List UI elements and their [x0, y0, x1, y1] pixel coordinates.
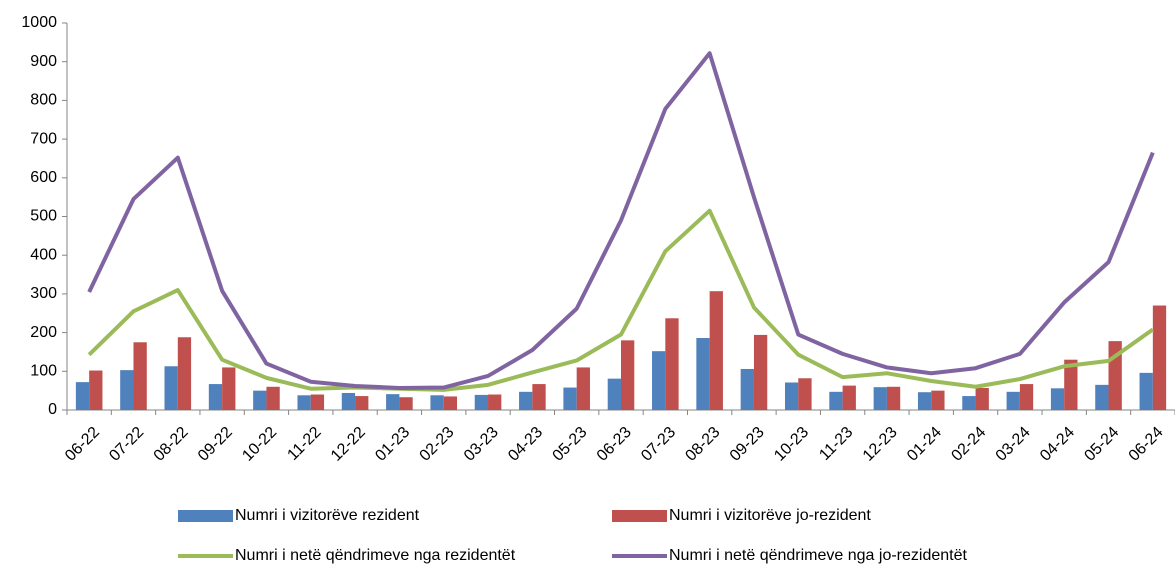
- bar: [696, 338, 710, 410]
- y-tick-label: 500: [30, 208, 57, 225]
- x-tick-label: 02-24: [948, 424, 989, 465]
- bar: [443, 396, 458, 410]
- bar: [89, 370, 103, 410]
- y-tick-label: 100: [30, 363, 57, 380]
- y-tick-label: 200: [30, 324, 57, 341]
- bar: [297, 395, 311, 410]
- legend-swatch: [612, 510, 667, 522]
- x-tick-label: 08-23: [682, 424, 723, 465]
- legend-label: Numri i vizitorëve jo-rezident: [669, 507, 871, 524]
- bar: [563, 387, 577, 410]
- x-tick-label: 03-23: [461, 424, 502, 465]
- bar: [1064, 359, 1078, 410]
- bar: [873, 387, 887, 410]
- bar: [886, 386, 901, 410]
- x-tick-label: 10-23: [771, 424, 812, 465]
- y-tick-label: 800: [30, 92, 57, 109]
- legend-swatch: [178, 510, 233, 522]
- bar: [784, 382, 799, 410]
- bar: [341, 392, 356, 410]
- bar: [120, 370, 134, 410]
- y-tick-label: 300: [30, 285, 57, 302]
- bar: [753, 334, 768, 410]
- line: [87, 208, 1154, 392]
- x-tick-label: 08-22: [151, 424, 192, 465]
- bar: [1152, 305, 1167, 410]
- bar: [665, 318, 679, 410]
- bar: [133, 342, 147, 410]
- bar: [842, 385, 856, 410]
- bar: [75, 382, 90, 410]
- bar: [266, 386, 280, 410]
- y-tick-label: 900: [30, 53, 57, 70]
- y-tick-label: 1000: [21, 14, 57, 31]
- bar: [931, 390, 945, 410]
- bar: [177, 337, 192, 410]
- x-tick-label: 01-24: [904, 424, 945, 465]
- y-tick-label: 400: [30, 246, 57, 263]
- y-tick-label: 0: [48, 401, 57, 418]
- y-tick-label: 700: [30, 130, 57, 147]
- x-tick-label: 12-23: [860, 424, 901, 465]
- x-tick-label: 11-22: [284, 424, 324, 464]
- bar: [740, 368, 754, 410]
- bar: [709, 291, 723, 410]
- bar: [1139, 372, 1153, 410]
- legend-label: Numri i vizitorëve rezident: [235, 507, 420, 524]
- bar: [621, 340, 635, 410]
- bar: [1019, 384, 1034, 410]
- bar: [253, 390, 267, 410]
- y-tick-label: 600: [30, 169, 57, 186]
- x-tick-label: 06-24: [1126, 424, 1167, 465]
- bar: [399, 397, 413, 410]
- bar: [962, 396, 976, 410]
- bar: [975, 387, 989, 410]
- x-tick-label: 12-22: [328, 424, 369, 465]
- x-tick-label: 06-22: [62, 424, 103, 465]
- x-tick-label: 04-23: [505, 424, 546, 465]
- bar: [1050, 388, 1065, 410]
- bar: [430, 395, 444, 410]
- bar: [652, 351, 666, 410]
- legend-label: Numri i netë qëndrimeve nga jo-rezidentë…: [669, 547, 967, 564]
- bar: [829, 391, 843, 410]
- x-tick-label: 09-22: [195, 424, 236, 465]
- bar: [532, 384, 546, 410]
- bar: [386, 394, 400, 410]
- bar: [222, 367, 236, 410]
- x-tick-label: 10-22: [239, 424, 280, 465]
- x-tick-label: 01-23: [372, 424, 413, 465]
- legend-label: Numri i netë qëndrimeve nga rezidentët: [235, 547, 516, 564]
- bar: [798, 378, 812, 410]
- x-tick-label: 05-24: [1081, 424, 1122, 465]
- bar: [164, 366, 178, 410]
- bar: [474, 394, 489, 410]
- x-tick-label: 11-23: [816, 424, 856, 464]
- bar: [607, 378, 621, 410]
- bar: [1006, 391, 1020, 410]
- line: [87, 51, 1155, 390]
- bar: [488, 394, 502, 410]
- x-tick-label: 02-23: [417, 424, 458, 465]
- bar: [917, 392, 932, 410]
- bar: [576, 367, 590, 410]
- x-tick-label: 06-23: [594, 424, 635, 465]
- x-tick-label: 05-23: [550, 424, 591, 465]
- x-tick-label: 04-24: [1037, 424, 1078, 465]
- bar: [355, 396, 369, 410]
- bar: [208, 384, 223, 410]
- x-tick-label: 03-24: [993, 424, 1034, 465]
- bar: [1095, 384, 1109, 410]
- bar: [310, 394, 325, 410]
- x-tick-label: 07-23: [638, 424, 679, 465]
- bar: [519, 391, 533, 410]
- x-tick-label: 09-23: [727, 424, 768, 465]
- x-tick-label: 07-22: [106, 424, 147, 465]
